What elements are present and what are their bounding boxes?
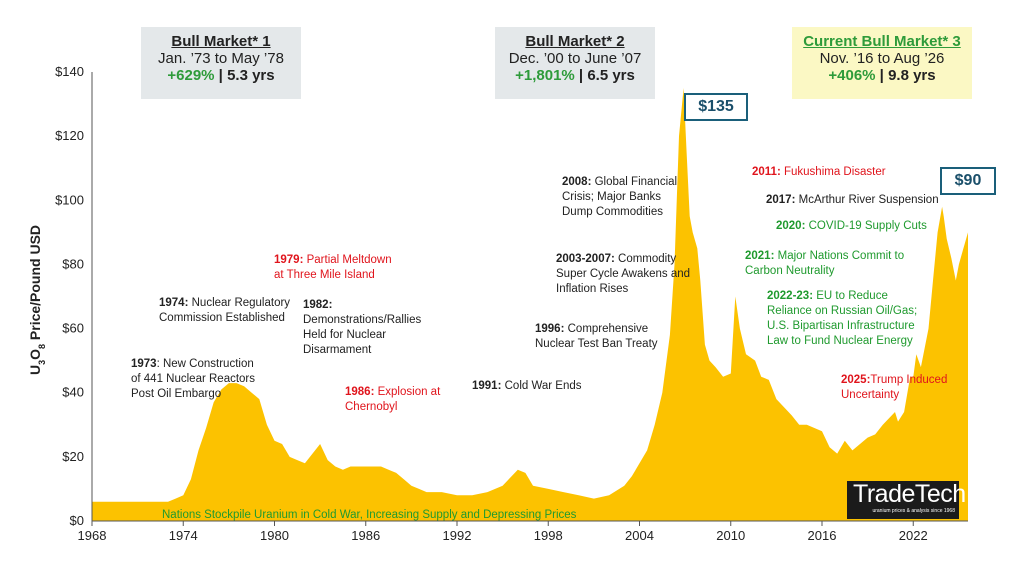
annotation-2020-text: COVID-19 Supply Cuts: [805, 220, 927, 232]
annotation-1979: 1979: Partial Meltdown at Three Mile Isl…: [274, 253, 394, 283]
annotation-2017: 2017: McArthur River Suspension: [766, 193, 946, 208]
bull-market-2-duration: 6.5 yrs: [587, 67, 635, 84]
annotation-1991-year: 1991:: [472, 380, 502, 392]
annotation-2011: 2011: Fukushima Disaster: [752, 165, 902, 180]
annotation-2003-2007-text: Commodity Super Cycle Awakens and Inflat…: [556, 253, 691, 295]
bull-market-2-box: Bull Market* 2 Dec. ’00 to June ’07 +1,8…: [495, 27, 655, 99]
bull-market-2-title: Bull Market* 2: [525, 33, 625, 50]
y-tick-label: $20: [62, 449, 84, 464]
x-tick-label: 1986: [351, 528, 380, 543]
annotation-1986-text: Explosion at Chernobyl: [345, 386, 441, 413]
bull-market-3-title: Current Bull Market* 3: [803, 33, 961, 50]
y-tick-label: $120: [55, 128, 84, 143]
y-axis-formula-u: U: [27, 365, 43, 375]
bull-market-1-dates: Jan. ’73 to May ’78: [158, 50, 284, 67]
bull-market-2-dates: Dec. ’00 to June ’07: [508, 50, 642, 67]
annotation-2020-year: 2020:: [776, 220, 806, 232]
bull-market-1-title: Bull Market* 1: [171, 33, 271, 50]
annotation-1991: 1991: Cold War Ends: [472, 379, 602, 394]
annotation-1982-text: Demonstrations/Rallies Held for Nuclear …: [303, 314, 422, 356]
y-tick-label: $60: [62, 321, 84, 336]
y-axis-formula-8: 8: [37, 344, 47, 349]
annotation-2022-23-year: 2022-23:: [767, 290, 814, 302]
annotation-2008: 2008: Global Financial Crisis; Major Ban…: [562, 175, 682, 220]
bull-market-3-sep: |: [875, 67, 889, 84]
annotation-2021-year: 2021:: [745, 250, 775, 262]
bull-market-2-gain: +1,801%: [515, 67, 575, 84]
annotation-2020: 2020: COVID-19 Supply Cuts: [776, 219, 936, 234]
annotation-1996-year: 1996:: [535, 323, 565, 335]
annotation-1974: 1974: Nuclear Regulatory Commission Esta…: [159, 296, 294, 326]
x-tick-label: 1980: [260, 528, 289, 543]
annotation-1973-text: : New Construction of 441 Nuclear Reacto…: [131, 358, 256, 400]
x-tick-label: 2022: [899, 528, 928, 543]
annotation-2008-text: Global Financial Crisis; Major Banks Dum…: [562, 176, 678, 218]
y-axis-label-text: Price/Pound USD: [27, 225, 43, 344]
annotation-1973: 1973: New Construction of 441 Nuclear Re…: [131, 357, 266, 402]
y-axis-formula-3: 3: [37, 360, 47, 365]
x-tick-label: 2004: [625, 528, 654, 543]
y-tick-label: $0: [70, 513, 84, 528]
annotation-2025: 2025:Trump Induced Uncertainty: [841, 373, 951, 403]
logo-name: TradeTech: [853, 480, 966, 508]
x-tick-label: 1998: [534, 528, 563, 543]
annotation-2025-text: Trump Induced Uncertainty: [841, 374, 948, 401]
y-axis-label: U3O8 Price/Pound USD: [27, 225, 47, 375]
annotation-2025-year: 2025:: [841, 374, 871, 386]
bull-market-2-sep: |: [574, 67, 588, 84]
annotation-2017-year: 2017:: [766, 194, 796, 206]
bull-market-1-gain: +629%: [167, 67, 215, 84]
cold-war-stockpile-note: Nations Stockpile Uranium in Cold War, I…: [162, 509, 577, 521]
x-tick-label: 1968: [78, 528, 107, 543]
tradetech-logo: TradeTech uranium prices & analysis sinc…: [847, 480, 966, 519]
annotation-2022-23-text: EU to Reduce Reliance on Russian Oil/Gas…: [767, 290, 918, 347]
annotation-2021-text: Major Nations Commit to Carbon Neutralit…: [745, 250, 905, 277]
annotation-1973-year: 1973: [131, 358, 157, 370]
annotation-2011-text: Fukushima Disaster: [780, 166, 886, 178]
annotation-1996-text: Comprehensive Nuclear Test Ban Treaty: [535, 323, 658, 350]
y-tick-label: $40: [62, 385, 84, 400]
annotation-2008-year: 2008:: [562, 176, 592, 188]
bull-market-3-gain: +406%: [828, 67, 876, 84]
x-tick-label: 2010: [716, 528, 745, 543]
y-tick-label: $80: [62, 256, 84, 271]
bull-market-1-sep: |: [214, 67, 228, 84]
y-tick-label: $140: [55, 64, 84, 79]
annotation-2021: 2021: Major Nations Commit to Carbon Neu…: [745, 249, 945, 279]
annotation-2022-23: 2022-23: EU to Reduce Reliance on Russia…: [767, 289, 935, 349]
annotation-1974-year: 1974:: [159, 297, 189, 309]
peak-price-box: $135: [684, 93, 748, 121]
annotation-2003-2007-year: 2003-2007:: [556, 253, 615, 265]
annotation-1996: 1996: Comprehensive Nuclear Test Ban Tre…: [535, 322, 665, 352]
annotation-1979-year: 1979:: [274, 254, 304, 266]
annotation-2017-text: McArthur River Suspension: [795, 194, 939, 206]
x-tick-label: 1992: [443, 528, 472, 543]
price-area: [92, 88, 968, 521]
logo-tagline: uranium prices & analysis since 1968: [872, 508, 955, 514]
x-tick-label: 2016: [808, 528, 837, 543]
annotation-1982: 1982: Demonstrations/Rallies Held for Nu…: [303, 298, 428, 358]
x-tick-label: 1974: [169, 528, 198, 543]
current-price-box: $90: [940, 167, 996, 195]
annotation-2011-year: 2011:: [752, 166, 781, 178]
annotation-1991-text: Cold War Ends: [501, 380, 582, 392]
y-axis-formula-o: O: [27, 349, 43, 360]
y-tick-label: $100: [55, 192, 84, 207]
annotation-1974-text: Nuclear Regulatory Commission Establishe…: [159, 297, 291, 324]
annotation-1982-year: 1982:: [303, 299, 333, 311]
bull-market-3-box: Current Bull Market* 3 Nov. ’16 to Aug ’…: [792, 27, 972, 99]
bull-market-3-dates: Nov. ’16 to Aug ’26: [819, 50, 945, 67]
bull-market-1-duration: 5.3 yrs: [227, 67, 275, 84]
annotation-1986: 1986: Explosion at Chernobyl: [345, 385, 445, 415]
annotation-1986-year: 1986:: [345, 386, 375, 398]
annotation-1979-text: Partial Meltdown at Three Mile Island: [274, 254, 392, 281]
bull-market-3-duration: 9.8 yrs: [888, 67, 936, 84]
annotation-2003-2007: 2003-2007: Commodity Super Cycle Awakens…: [556, 252, 708, 297]
bull-market-1-box: Bull Market* 1 Jan. ’73 to May ’78 +629%…: [141, 27, 301, 99]
